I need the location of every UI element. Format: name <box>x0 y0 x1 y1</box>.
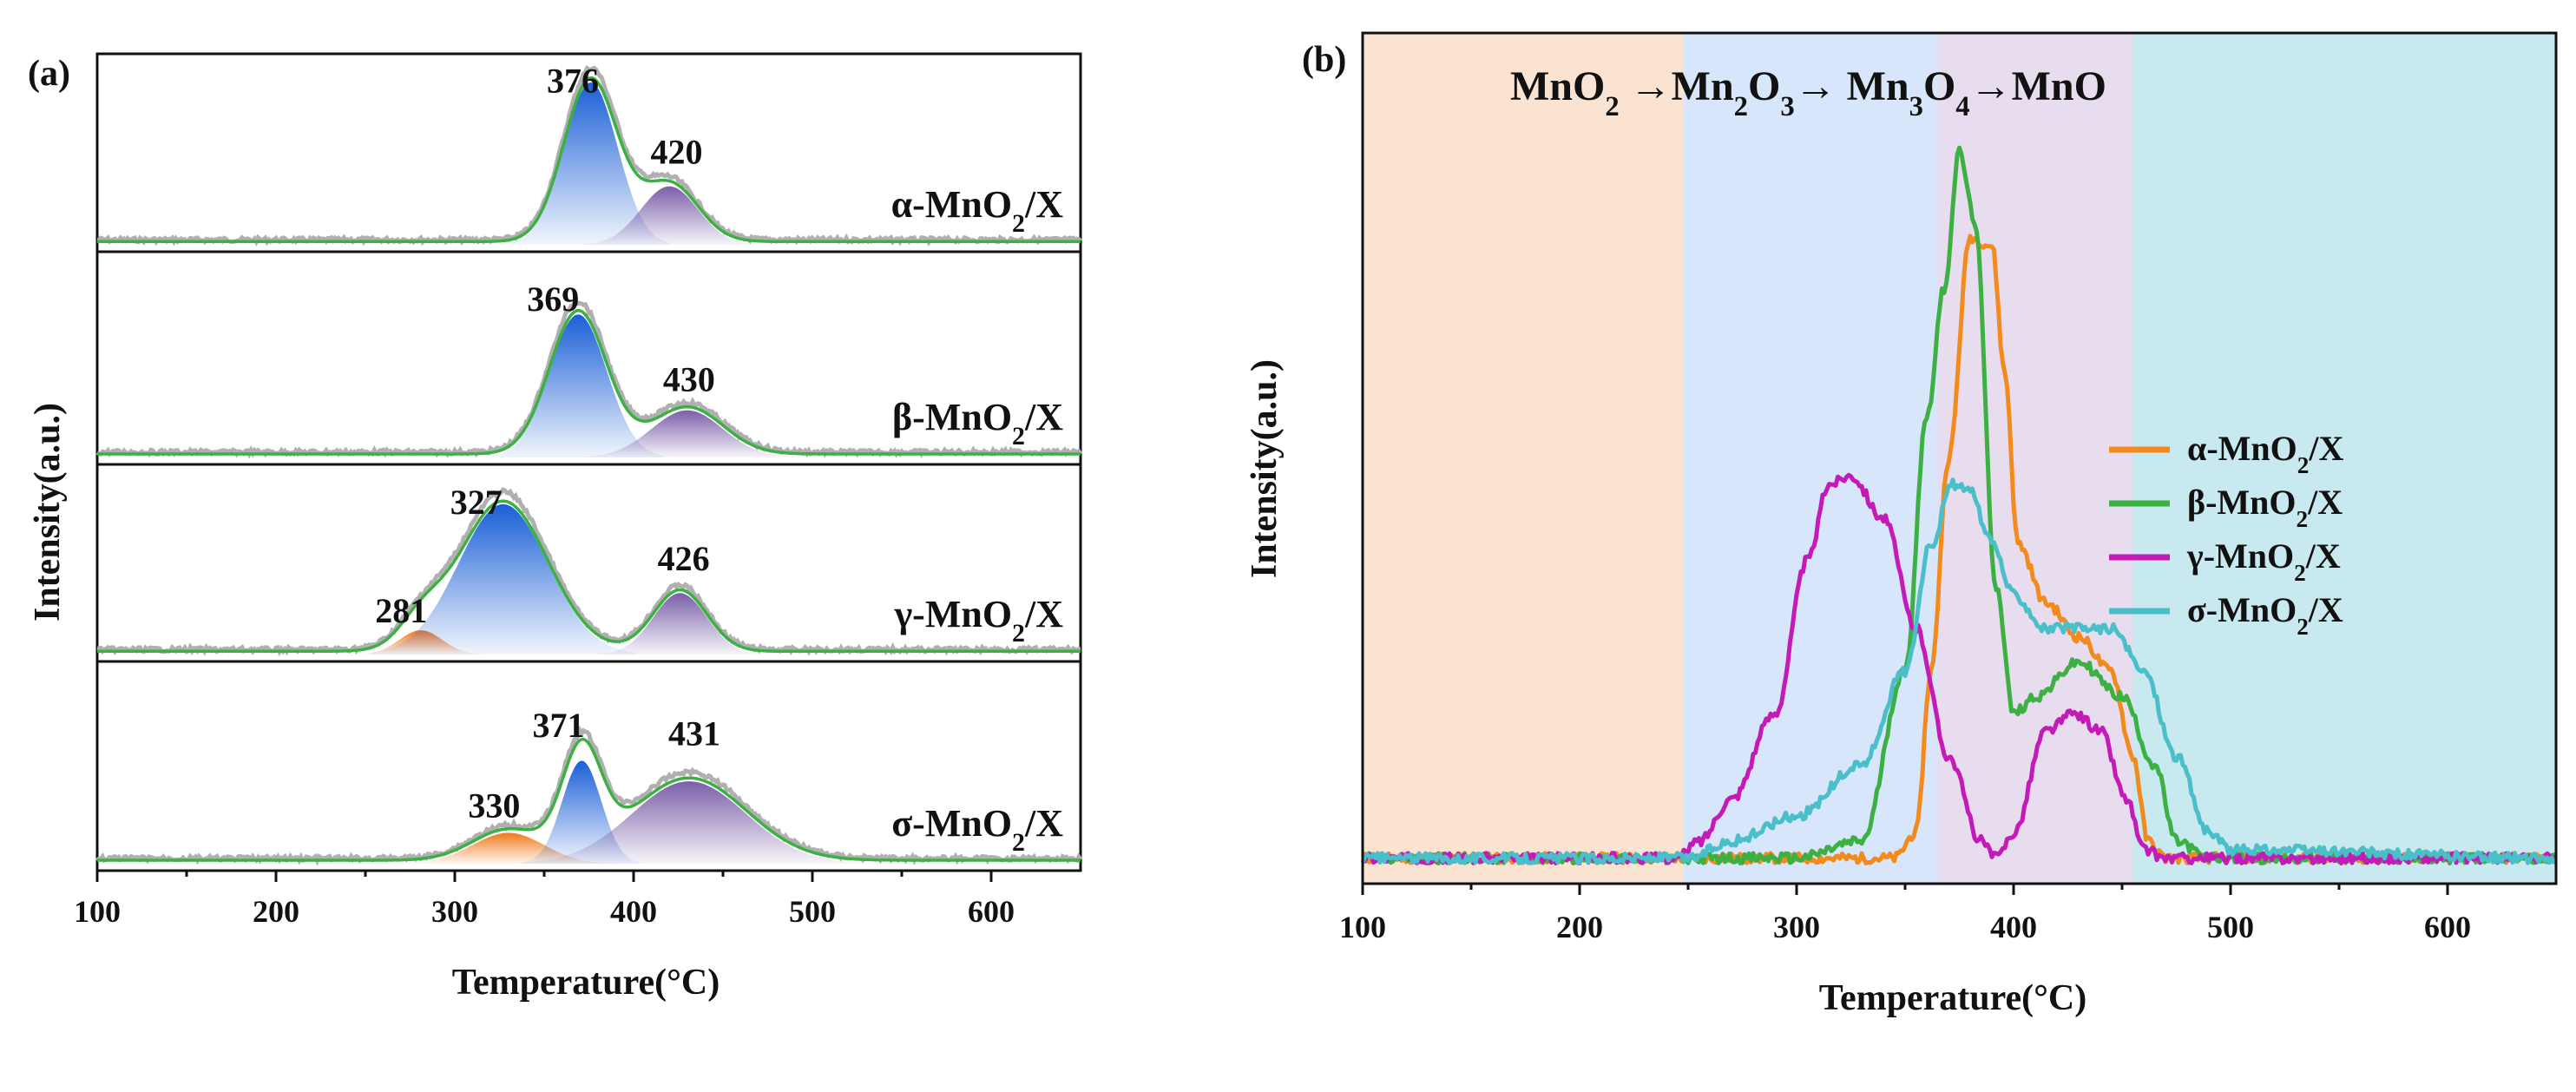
panel-b-x-axis-label: Temperature(°C) <box>1819 978 2086 1018</box>
peak-label: 369 <box>527 280 579 319</box>
tick-label: 100 <box>74 894 121 929</box>
peak-376 <box>509 82 672 245</box>
raw-curve <box>96 487 1081 657</box>
panel-b-legend: α-MnO2/X β-MnO2/Xγ-MnO2/Xσ-MnO2/X <box>2109 429 2343 640</box>
panel-b-series <box>1360 31 2559 885</box>
tick-label: 600 <box>2424 910 2471 944</box>
phase-region-2 <box>1684 33 1938 884</box>
fit-curve <box>97 499 1081 654</box>
peak-label: 330 <box>468 786 520 826</box>
panel-b: (b) MnO2 →Mn2O3→ Mn3O4→MnO 100 200 300 400 5… <box>1245 31 2559 1018</box>
peak-430 <box>580 410 795 457</box>
fit-curve <box>97 76 1081 244</box>
peak-label: 376 <box>547 61 599 100</box>
phase-region-3 <box>1937 33 2133 884</box>
plot-frame <box>1361 31 2558 885</box>
phase-region-1 <box>1363 33 1684 884</box>
tick-label: 400 <box>610 894 657 929</box>
tick-label: 200 <box>1556 910 1603 944</box>
peak-420 <box>583 186 756 245</box>
stack-1: 376 420 α-MnO2/X <box>95 52 1082 253</box>
stack-2: 369 430 β-MnO2/X <box>95 250 1083 466</box>
tick-label: 300 <box>1773 910 1820 944</box>
panel-b-reaction-annotation: MnO2 →Mn2O3→ Mn3O4→MnO <box>1510 63 2106 122</box>
panel-b-label: (b) <box>1302 40 1346 80</box>
peak-label: 431 <box>668 714 720 753</box>
tick-label: 500 <box>789 894 836 929</box>
panel-b-y-axis-label: Intensity(a.u.) <box>1245 359 1285 578</box>
peak-label: 327 <box>450 483 503 522</box>
panel-b-regions <box>1363 33 2556 884</box>
peak-369 <box>492 314 664 457</box>
legend-label: β-MnO2/X <box>2187 483 2343 532</box>
panel-a-label: (a) <box>28 54 70 94</box>
peak-label: 281 <box>375 591 427 630</box>
tick-label: 600 <box>968 894 1015 929</box>
tick-label: 300 <box>431 894 478 929</box>
tick-label: 500 <box>2207 910 2254 944</box>
panel-a-x-axis: 100 200 300 400 500 600 <box>74 871 1015 929</box>
peak-label: 430 <box>663 360 715 399</box>
stack-name: α-MnO2/X <box>891 183 1064 238</box>
raw-curve <box>95 725 1083 866</box>
peak-label: 420 <box>650 133 702 172</box>
peak-label: 371 <box>532 706 584 745</box>
legend-label: σ-MnO2/X <box>2187 590 2343 640</box>
fit-curve <box>97 737 1081 862</box>
tick-label: 200 <box>253 894 299 929</box>
stack-name: β-MnO2/X <box>892 396 1063 451</box>
stack-3: 281 327 426 γ-MnO2/X <box>95 463 1082 663</box>
panel-a: (a) 376 420 α-MnO2/X 369 430 β-MnO2/X 281 327 42… <box>28 52 1083 1003</box>
stack-4: 330 371 431 σ-MnO2/X <box>95 660 1083 872</box>
legend-label: α-MnO2/X <box>2187 429 2343 478</box>
phase-region-4 <box>2132 33 2556 884</box>
panel-a-stacks: 376 420 α-MnO2/X 369 430 β-MnO2/X 281 327 426 γ-M… <box>95 52 1083 872</box>
fit-curve <box>97 308 1081 456</box>
panel-a-y-axis-label: Intensity(a.u.) <box>28 403 68 622</box>
peak-327 <box>369 503 638 655</box>
tick-label: 100 <box>1339 910 1386 944</box>
stack-name: σ-MnO2/X <box>891 802 1063 857</box>
peak-431 <box>517 781 861 864</box>
panel-a-x-axis-label: Temperature(°C) <box>452 963 720 1003</box>
peak-426 <box>599 593 761 655</box>
peak-label: 426 <box>658 539 710 578</box>
stack-name: γ-MnO2/X <box>894 593 1064 648</box>
series-line-4 <box>1360 477 2558 865</box>
tick-label: 400 <box>1990 910 2037 944</box>
panel-b-x-axis: 100 200 300 400 500 600 <box>1339 884 2471 944</box>
legend-label: γ-MnO2/X <box>2186 536 2341 586</box>
